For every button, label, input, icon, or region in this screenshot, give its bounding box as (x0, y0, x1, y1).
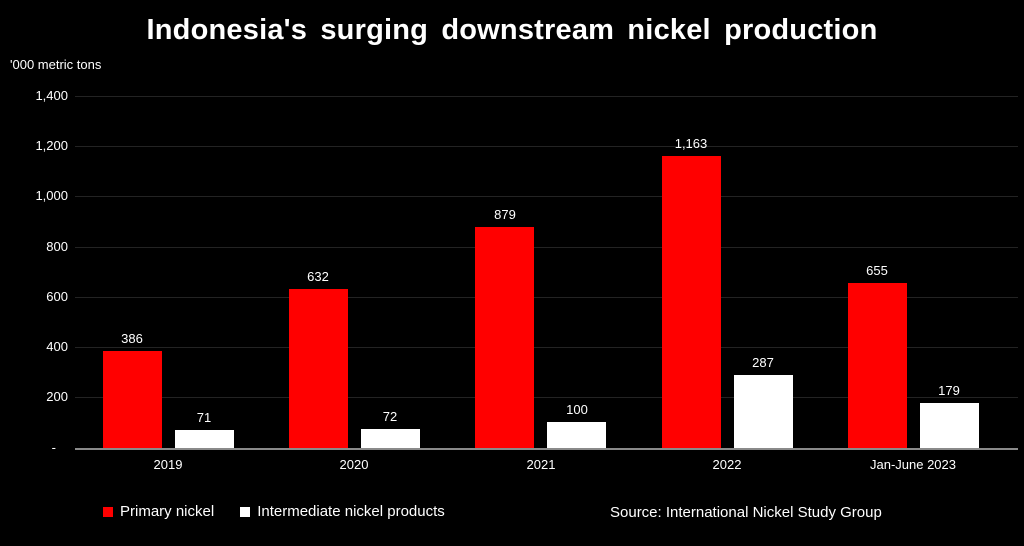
gridline (75, 397, 1018, 398)
legend-label-intermediate-nickel-products: Intermediate nickel products (257, 503, 445, 520)
gridline (75, 196, 1018, 197)
y-axis-tick-label: 1,400 (35, 88, 68, 103)
legend: Primary nickel Intermediate nickel produ… (103, 503, 471, 520)
category-label: 2022 (712, 457, 742, 472)
y-axis-units-label: '000 metric tons (10, 57, 102, 72)
bar-value-label: 386 (121, 331, 143, 346)
y-axis-tick-label: - (51, 440, 56, 455)
bar-primary-nickel-2019 (103, 351, 162, 449)
bar-intermediate-nickel-products-2021 (547, 422, 606, 449)
y-axis-tick-label: 1,200 (35, 138, 68, 153)
category-label: Jan-June 2023 (869, 457, 956, 472)
bar-value-label: 1,163 (674, 136, 708, 151)
category-label: 2019 (153, 457, 183, 472)
bar-primary-nickel-Jan-June 2023 (848, 283, 907, 449)
bar-value-label: 632 (307, 269, 329, 284)
bar-value-label: 179 (938, 383, 960, 398)
gridline (75, 96, 1018, 97)
chart-title: Indonesia's surging downstream nickel pr… (146, 14, 878, 46)
legend-item-intermediate-nickel-products: Intermediate nickel products (240, 503, 445, 520)
bar-intermediate-nickel-products-2019 (175, 430, 234, 449)
bar-intermediate-nickel-products-2022 (734, 375, 793, 449)
legend-label-primary-nickel: Primary nickel (120, 503, 215, 520)
legend-swatch-intermediate-nickel-products (240, 506, 251, 517)
y-axis-tick-label: 1,000 (35, 188, 68, 203)
bar-value-label: 72 (382, 409, 398, 424)
gridline (75, 247, 1018, 248)
x-axis-line (75, 448, 1018, 450)
y-axis-tick-label: 200 (46, 389, 68, 404)
gridline (75, 347, 1018, 348)
bar-value-label: 71 (196, 410, 212, 425)
bar-primary-nickel-2021 (475, 227, 534, 449)
bar-value-label: 287 (752, 355, 774, 370)
bar-value-label: 655 (866, 263, 888, 278)
bar-intermediate-nickel-products-Jan-June 2023 (920, 403, 979, 449)
bar-intermediate-nickel-products-2020 (361, 429, 420, 449)
gridline (75, 297, 1018, 298)
y-axis-tick-label: 600 (46, 289, 68, 304)
bar-value-label: 879 (494, 207, 516, 222)
bar-primary-nickel-2020 (289, 289, 348, 449)
gridline (75, 146, 1018, 147)
y-axis-tick-label: 800 (46, 239, 68, 254)
legend-swatch-primary-nickel (103, 506, 113, 517)
source-text: Source: International Nickel Study Group (610, 504, 882, 521)
y-axis-tick-label: 400 (46, 339, 68, 354)
legend-item-primary-nickel: Primary nickel (103, 503, 214, 520)
bar-value-label: 100 (566, 402, 588, 417)
bar-primary-nickel-2022 (662, 156, 721, 449)
category-label: 2020 (339, 457, 369, 472)
category-label: 2021 (526, 457, 556, 472)
